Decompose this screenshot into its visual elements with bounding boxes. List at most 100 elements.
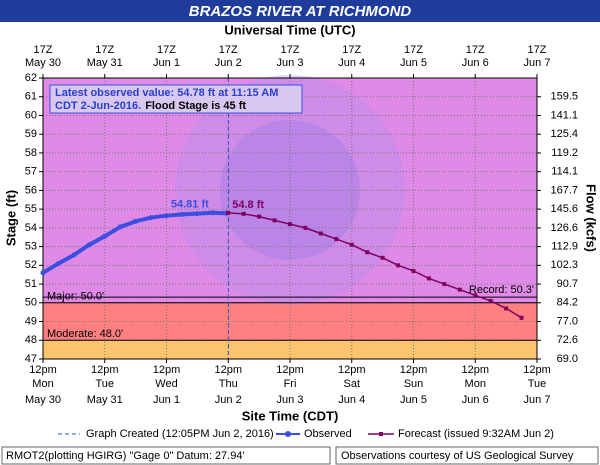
y-tick-label: 57	[25, 166, 37, 178]
y-tick-label: 52	[25, 259, 37, 271]
point	[257, 214, 262, 219]
point	[380, 255, 385, 260]
point	[334, 237, 339, 242]
point	[365, 250, 370, 255]
y2-tick-label: 159.5	[550, 91, 578, 103]
title-bar	[0, 0, 600, 22]
point	[40, 270, 46, 276]
x-tick-label: 12pm	[153, 364, 181, 376]
footer-box	[335, 446, 599, 465]
x-tick-day: Fri	[284, 378, 297, 390]
y2-axis-title: Flow (kcfs)	[584, 184, 599, 252]
top-tick-date: Jun 2	[215, 57, 242, 69]
x-tick-date: Jun 6	[462, 394, 489, 406]
point	[457, 287, 462, 292]
y-tick-label: 51	[25, 278, 37, 290]
y2-tick-label: 112.9	[551, 241, 578, 253]
info-flood-stage: Flood Stage is 45 ft	[145, 100, 246, 112]
y-tick-label: 61	[25, 91, 37, 103]
record-label: Record: 50.3'	[469, 284, 534, 296]
y2-tick-label: 167.7	[550, 184, 578, 196]
point	[488, 298, 493, 303]
y-tick-label: 60	[25, 109, 37, 121]
x-tick-label: 12pm	[276, 364, 304, 376]
x-tick-label: 12pm	[91, 364, 119, 376]
top-tick-label: 17Z	[528, 44, 547, 56]
point	[473, 293, 478, 298]
x-tick-day: Mon	[465, 378, 486, 390]
point	[396, 263, 401, 268]
x-tick-label: 12pm	[461, 364, 489, 376]
legend-swatch	[379, 432, 383, 436]
value-label: 54.8 ft	[232, 199, 264, 211]
y2-tick-label: 125.4	[550, 128, 578, 140]
x-tick-date: Jun 3	[277, 394, 304, 406]
point	[442, 282, 447, 287]
x-tick-label: 12pm	[523, 364, 551, 376]
y2-tick-label: 90.7	[557, 278, 578, 290]
top-tick-label: 17Z	[281, 44, 300, 56]
top-tick-date: Jun 1	[153, 57, 180, 69]
y-tick-label: 62	[25, 72, 37, 84]
y2-tick-label: 72.6	[557, 334, 578, 346]
x-tick-label: 12pm	[29, 364, 57, 376]
point	[86, 242, 92, 248]
point	[241, 211, 246, 216]
point	[411, 268, 416, 273]
x-tick-day: Sun	[404, 378, 424, 390]
top-tick-label: 17Z	[95, 44, 114, 56]
y-axis-title: Stage (ft)	[3, 190, 18, 246]
y-tick-label: 48	[25, 334, 37, 346]
point	[519, 315, 524, 320]
y-tick-label: 54	[25, 222, 37, 234]
top-tick-date: Jun 7	[524, 57, 551, 69]
y-tick-label: 56	[25, 184, 37, 196]
point	[71, 252, 77, 258]
top-tick-label: 17Z	[157, 44, 176, 56]
y2-tick-label: 102.3	[550, 259, 578, 271]
x-tick-date: May 31	[87, 394, 123, 406]
value-label: 54.81 ft	[171, 199, 209, 211]
y-tick-label: 50	[25, 297, 37, 309]
legend-swatch	[285, 431, 291, 437]
top-axis-title: Universal Time (UTC)	[224, 22, 355, 37]
footer-left: RMOT2(plotting HGIRG) "Gage 0" Datum: 27…	[6, 450, 245, 462]
point	[102, 233, 108, 239]
info-line: Latest observed value: 54.78 ft at 11:15…	[55, 87, 278, 99]
y2-tick-label: 126.6	[550, 222, 578, 234]
point	[226, 210, 231, 215]
y-tick-label: 47	[25, 353, 37, 365]
x-tick-label: 12pm	[400, 364, 428, 376]
top-tick-date: May 30	[25, 57, 61, 69]
point	[504, 306, 509, 311]
point	[288, 222, 292, 227]
top-tick-label: 17Z	[466, 44, 485, 56]
x-tick-day: Wed	[155, 378, 177, 390]
top-tick-date: Jun 5	[400, 57, 427, 69]
top-tick-date: Jun 4	[338, 57, 365, 69]
info-line: CDT 2-Jun-2016. Flood Stage is 45 ft	[55, 100, 246, 112]
y-tick-label: 58	[25, 147, 37, 159]
x-tick-day: Tue	[528, 378, 547, 390]
y2-tick-label: 84.2	[557, 297, 578, 309]
y2-tick-label: 119.2	[551, 147, 578, 159]
x-tick-label: 12pm	[338, 364, 366, 376]
top-tick-label: 17Z	[342, 44, 361, 56]
y2-tick-label: 77.0	[557, 315, 578, 327]
top-tick-date: Jun 6	[462, 57, 489, 69]
point	[349, 242, 354, 247]
x-axis-title: Site Time (CDT)	[242, 408, 339, 423]
x-tick-day: Tue	[95, 378, 114, 390]
chart-title: BRAZOS RIVER AT RICHMOND	[189, 3, 412, 20]
point	[164, 213, 169, 219]
y2-tick-label: 145.6	[550, 203, 578, 215]
x-tick-date: Jun 7	[524, 394, 551, 406]
footer-box	[1, 446, 331, 465]
point	[318, 231, 323, 236]
legend-label: Observed	[304, 428, 352, 440]
top-tick-label: 17Z	[404, 44, 423, 56]
point	[148, 215, 154, 221]
point	[179, 211, 185, 217]
info-box	[49, 84, 303, 114]
